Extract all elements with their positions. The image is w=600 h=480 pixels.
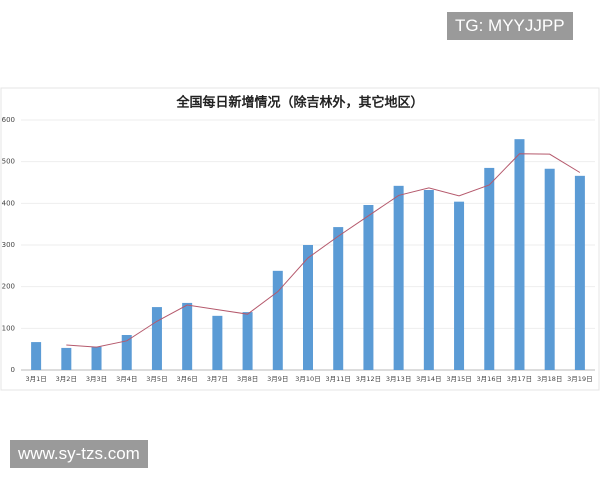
trend-line: [66, 153, 581, 348]
x-tick-label: 3月16日: [477, 375, 502, 383]
y-tick-label: 500: [2, 158, 15, 166]
bar: [454, 201, 465, 370]
x-tick-label: 3月6日: [177, 375, 198, 383]
bar: [151, 307, 162, 370]
x-tick-label: 3月10日: [295, 375, 320, 383]
bar: [514, 139, 525, 370]
bar: [242, 312, 253, 370]
watermark: TG: MYYJJPP: [447, 12, 573, 40]
x-tick-label: 3月8日: [237, 375, 258, 383]
bar: [333, 227, 344, 370]
y-tick-label: 200: [2, 283, 15, 291]
bar: [272, 270, 283, 370]
y-tick-label: 600: [2, 116, 15, 124]
x-tick-label: 3月9日: [267, 375, 288, 383]
bar: [31, 342, 42, 370]
y-tick-label: 300: [2, 241, 15, 249]
bar: [61, 347, 72, 370]
y-tick-label: 0: [11, 366, 15, 374]
x-tick-label: 3月11日: [325, 375, 350, 383]
bar: [91, 346, 102, 370]
y-tick-label: 400: [2, 199, 15, 207]
chart-frame: [0, 87, 600, 391]
bar: [212, 315, 223, 370]
watermark: www.sy-tzs.com: [10, 440, 148, 468]
x-tick-label: 3月12日: [356, 375, 381, 383]
x-tick-label: 3月15日: [446, 375, 471, 383]
x-tick-label: 3月3日: [86, 375, 107, 383]
bar: [393, 185, 404, 370]
bar: [303, 245, 313, 370]
bar: [423, 190, 434, 370]
x-tick-label: 3月1日: [25, 375, 46, 383]
x-tick-label: 3月18日: [537, 375, 562, 383]
bar: [182, 302, 193, 370]
x-tick-label: 3月19日: [567, 375, 592, 383]
x-tick-label: 3月7日: [207, 375, 228, 383]
x-tick-label: 3月2日: [56, 375, 77, 383]
chart-title: 全国每日新增情况（除吉林外，其它地区）: [175, 95, 423, 111]
bar: [574, 175, 585, 370]
bar: [121, 335, 132, 370]
y-tick-label: 100: [2, 324, 15, 332]
bar: [363, 205, 374, 370]
bar: [544, 168, 555, 370]
bar: [484, 167, 495, 370]
x-tick-label: 3月4日: [116, 375, 137, 383]
x-tick-label: 3月14日: [416, 375, 441, 383]
x-tick-label: 3月13日: [386, 375, 411, 383]
x-tick-label: 3月17日: [507, 375, 532, 383]
x-tick-label: 3月5日: [146, 375, 167, 383]
